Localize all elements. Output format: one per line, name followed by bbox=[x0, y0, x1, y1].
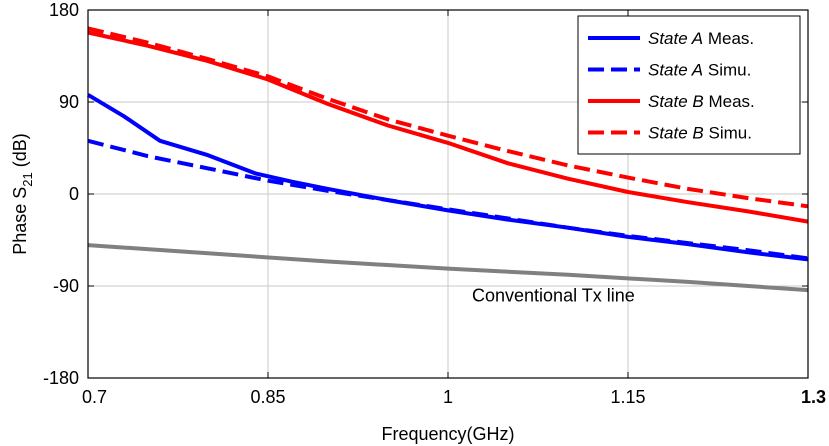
y-tick-label: 0 bbox=[69, 184, 79, 204]
legend-label-type: Simu. bbox=[704, 124, 752, 143]
y-axis-title-main: Phase S bbox=[10, 187, 30, 255]
legend-items: State A Meas.State A Simu.State B Meas.S… bbox=[588, 29, 755, 143]
x-tick-labels: 0.7 0.85 1 1.15 1.3 bbox=[82, 387, 826, 407]
legend-label: State B Simu. bbox=[648, 124, 752, 143]
series-layer bbox=[86, 26, 809, 293]
x-tick-label: 0.7 bbox=[82, 387, 107, 407]
legend-label: State A Meas. bbox=[648, 29, 754, 48]
series-line-2 bbox=[87, 30, 809, 224]
legend-label: State A Simu. bbox=[648, 61, 751, 80]
x-tick-label: 1.15 bbox=[610, 387, 645, 407]
legend-label-type: Simu. bbox=[703, 61, 751, 80]
legend-label-state: State B bbox=[648, 124, 704, 143]
y-tick-labels: -180 -90 0 90 180 bbox=[43, 0, 79, 388]
legend-label-state: State A bbox=[648, 29, 703, 48]
y-tick-label: 90 bbox=[59, 92, 79, 112]
x-tick-label: 1.3 bbox=[801, 387, 826, 407]
x-tick-label: 1 bbox=[443, 387, 453, 407]
tick-marks bbox=[87, 9, 809, 379]
legend-label-state: State A bbox=[648, 61, 703, 80]
series-line-4 bbox=[87, 243, 809, 293]
legend-label-type: Meas. bbox=[703, 29, 754, 48]
legend: State A Meas.State A Simu.State B Meas.S… bbox=[577, 15, 801, 155]
y-axis-title-subscript: 21 bbox=[20, 172, 35, 186]
y-tick-label: 180 bbox=[49, 0, 79, 20]
legend-label: State B Meas. bbox=[648, 92, 755, 111]
legend-label-state: State B bbox=[648, 92, 704, 111]
x-tick-label: 0.85 bbox=[250, 387, 285, 407]
y-tick-label: -180 bbox=[43, 368, 79, 388]
x-axis-title: Frequency(GHz) bbox=[381, 424, 514, 444]
series-line-0 bbox=[86, 93, 809, 262]
legend-label-type: Meas. bbox=[704, 92, 755, 111]
y-axis-title: Phase S21 (dB) bbox=[10, 133, 35, 255]
y-axis-title-unit: (dB) bbox=[10, 133, 30, 172]
y-tick-label: -90 bbox=[53, 276, 79, 296]
annotation-conventional-tx-line: Conventional Tx line bbox=[472, 285, 635, 305]
